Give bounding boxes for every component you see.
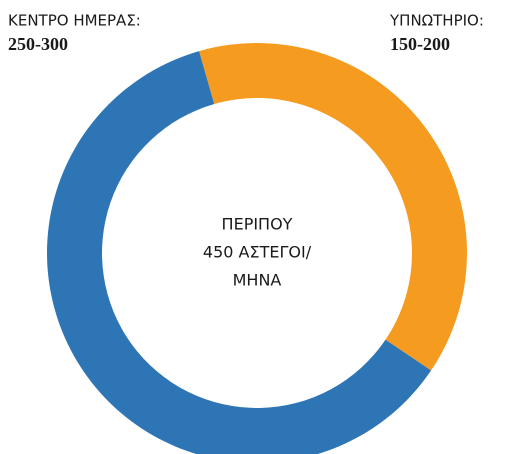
center-text: 450 ΑΣΤΕΓΟΙ/ [203, 243, 312, 262]
category-label: ΥΠΝΩΤΗΡΙΟ: [389, 12, 484, 30]
donut-segment [199, 42, 468, 371]
value-label: 250-300 [8, 34, 68, 54]
center-text: ΠΕΡΙΠΟΥ [222, 215, 293, 234]
value-label: 150-200 [390, 34, 450, 54]
category-label: ΚΕΝΤΡΟ ΗΜΕΡΑΣ: [8, 12, 141, 30]
center-text: ΜΗΝΑ [233, 271, 282, 290]
